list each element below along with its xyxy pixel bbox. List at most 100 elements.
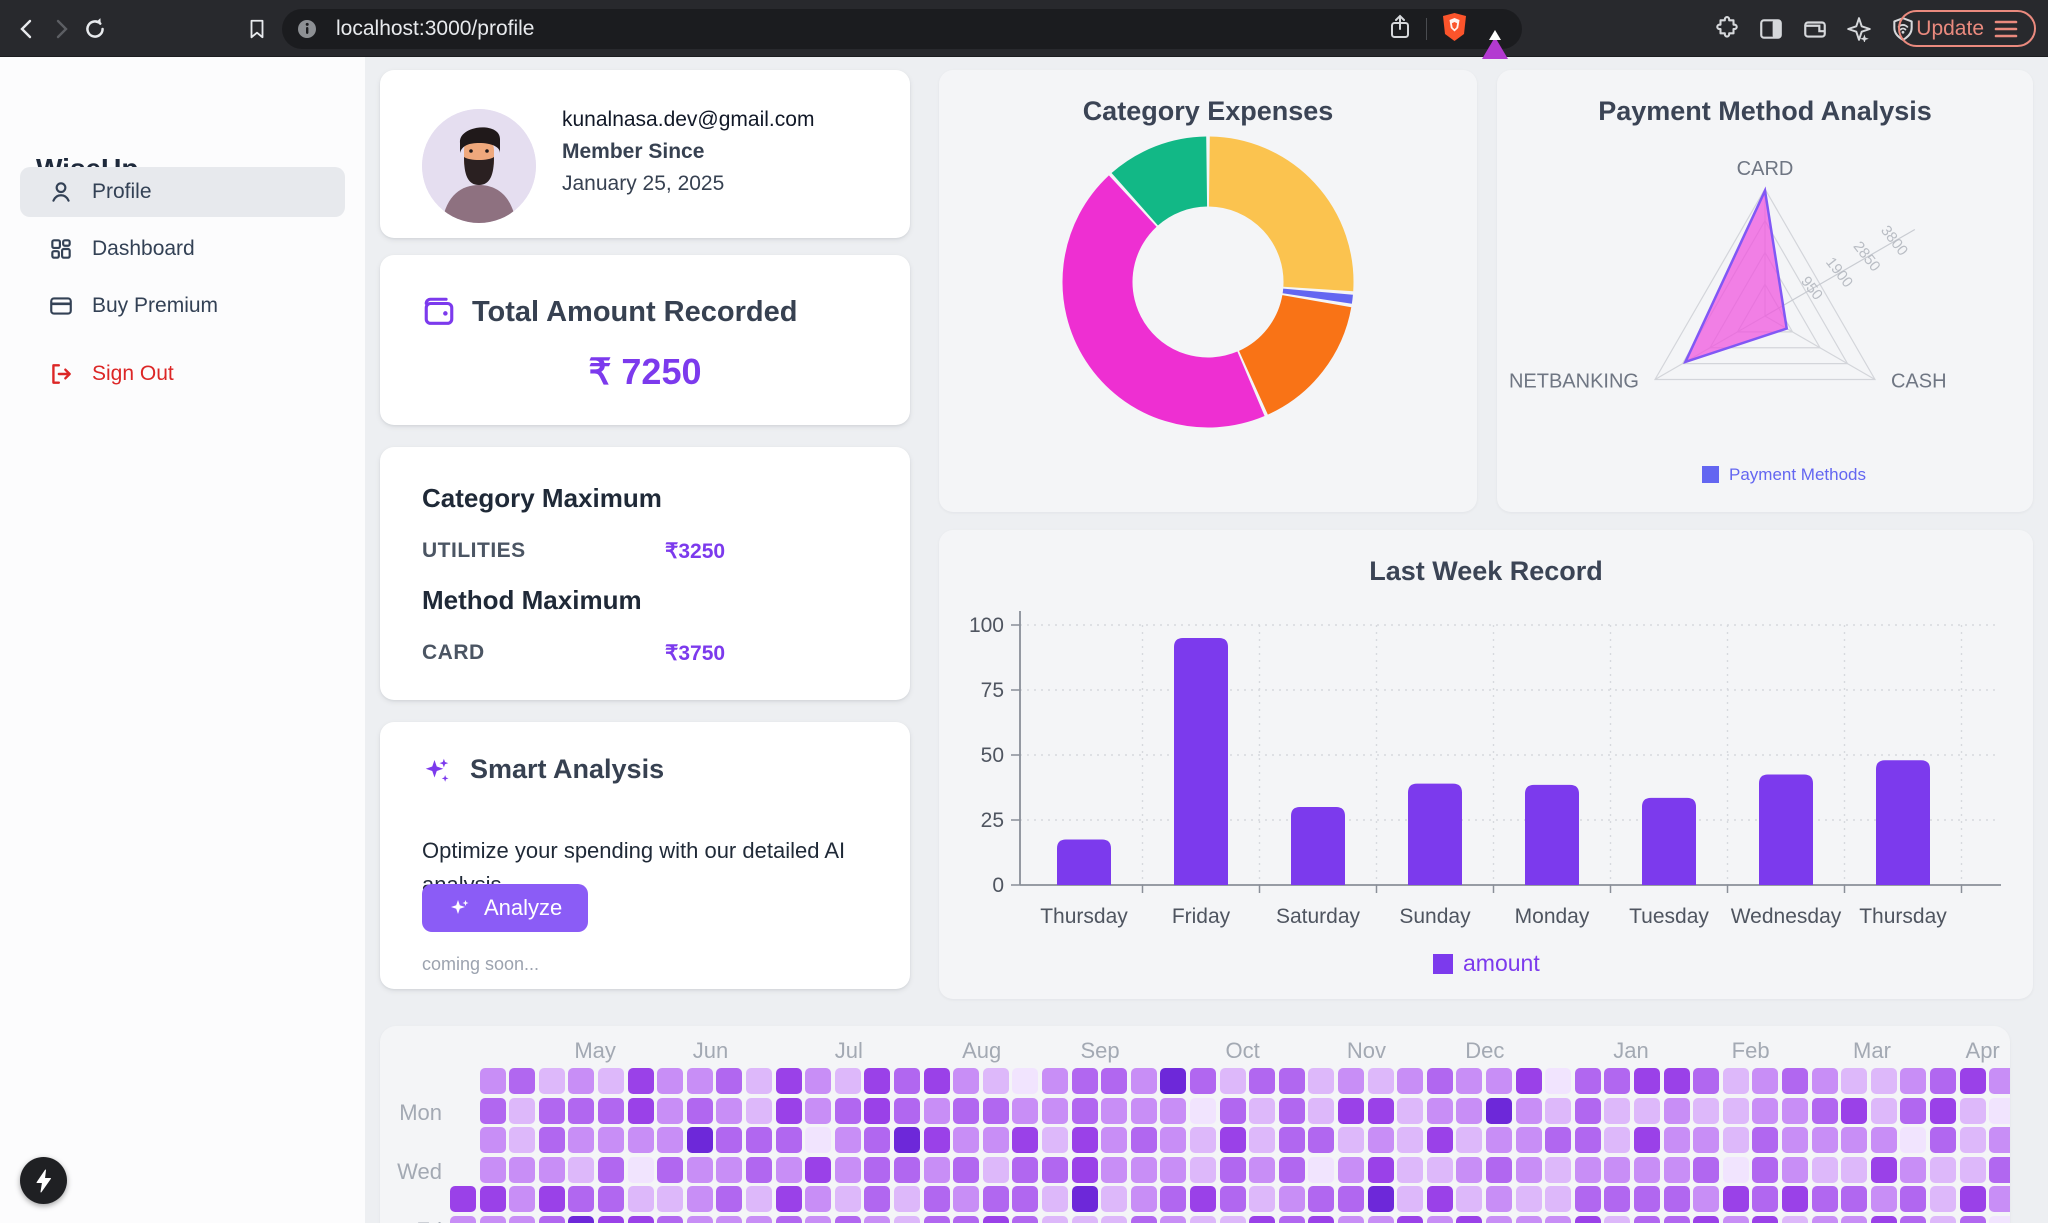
heatmap-cell[interactable] <box>1426 1186 1453 1213</box>
analyze-button[interactable]: Analyze <box>422 884 589 932</box>
heatmap-cell[interactable] <box>805 1068 832 1094</box>
heatmap-cell[interactable] <box>1634 1068 1660 1094</box>
heatmap-cell[interactable] <box>746 1186 772 1213</box>
heatmap-cell[interactable] <box>834 1156 861 1183</box>
heatmap-cell[interactable] <box>1930 1127 1956 1154</box>
heatmap-cell[interactable] <box>1456 1127 1483 1154</box>
heatmap-cell[interactable] <box>1663 1097 1690 1124</box>
heatmap-cell[interactable] <box>1426 1068 1453 1094</box>
heatmap-cell[interactable] <box>1841 1097 1868 1124</box>
heatmap-cell[interactable] <box>1308 1097 1335 1124</box>
heatmap-cell[interactable] <box>1515 1127 1542 1154</box>
heatmap-cell[interactable] <box>894 1216 920 1223</box>
heatmap-cell[interactable] <box>1160 1068 1187 1094</box>
back-button[interactable] <box>12 14 42 44</box>
heatmap-cell[interactable] <box>1574 1097 1601 1124</box>
heatmap-cell[interactable] <box>657 1216 684 1223</box>
heatmap-cell[interactable] <box>1130 1068 1157 1094</box>
sign-out-button[interactable]: Sign Out <box>20 349 345 399</box>
heatmap-cell[interactable] <box>1486 1156 1512 1183</box>
heatmap-cell[interactable] <box>1190 1156 1216 1183</box>
heatmap-cell[interactable] <box>953 1127 980 1154</box>
heatmap-cell[interactable] <box>568 1127 595 1154</box>
heatmap-cell[interactable] <box>1338 1156 1364 1183</box>
heatmap-cell[interactable] <box>1397 1097 1424 1124</box>
heatmap-cell[interactable] <box>1397 1127 1424 1154</box>
heatmap-cell[interactable] <box>1811 1156 1838 1183</box>
url-text[interactable]: localhost:3000/profile <box>336 17 535 40</box>
heatmap-cell[interactable] <box>1101 1127 1128 1154</box>
heatmap-cell[interactable] <box>834 1216 861 1223</box>
heatmap-cell[interactable] <box>1752 1068 1779 1094</box>
heatmap-cell[interactable] <box>598 1127 624 1154</box>
bookmark-icon[interactable] <box>242 14 272 44</box>
heatmap-cell[interactable] <box>864 1127 891 1154</box>
heatmap-cell[interactable] <box>1515 1216 1542 1223</box>
heatmap-cell[interactable] <box>864 1068 891 1094</box>
heatmap-cell[interactable] <box>538 1156 565 1183</box>
forward-button[interactable] <box>46 14 76 44</box>
heatmap-cell[interactable] <box>716 1186 743 1213</box>
heatmap-cell[interactable] <box>1841 1127 1868 1154</box>
heatmap-cell[interactable] <box>982 1068 1009 1094</box>
heatmap-cell[interactable] <box>538 1097 565 1124</box>
heatmap-cell[interactable] <box>1190 1097 1216 1124</box>
heatmap-cell[interactable] <box>1249 1156 1276 1183</box>
heatmap-cell[interactable] <box>479 1186 506 1213</box>
heatmap-cell[interactable] <box>1190 1068 1216 1094</box>
heatmap-cell[interactable] <box>1782 1186 1808 1213</box>
heatmap-cell[interactable] <box>1249 1068 1276 1094</box>
heatmap-cell[interactable] <box>1367 1156 1394 1183</box>
heatmap-cell[interactable] <box>1278 1097 1305 1124</box>
heatmap-cell[interactable] <box>716 1068 743 1094</box>
heatmap-cell[interactable] <box>1130 1216 1157 1223</box>
heatmap-cell[interactable] <box>1959 1097 1986 1124</box>
heatmap-cell[interactable] <box>1959 1068 1986 1094</box>
heatmap-cell[interactable] <box>1338 1068 1364 1094</box>
heatmap-cell[interactable] <box>627 1097 654 1124</box>
heatmap-cell[interactable] <box>1782 1127 1808 1154</box>
heatmap-cell[interactable] <box>1338 1216 1364 1223</box>
heatmap-cell[interactable] <box>538 1068 565 1094</box>
bar-legend[interactable]: amount <box>1433 950 1540 976</box>
heatmap-cell[interactable] <box>1219 1216 1246 1223</box>
heatmap-cell[interactable] <box>686 1216 713 1223</box>
heatmap-cell[interactable] <box>1397 1216 1424 1223</box>
heatmap-cell[interactable] <box>1752 1186 1779 1213</box>
heatmap-cell[interactable] <box>1190 1127 1216 1154</box>
heatmap-cell[interactable] <box>716 1127 743 1154</box>
heatmap-cell[interactable] <box>864 1156 891 1183</box>
heatmap-cell[interactable] <box>568 1156 595 1183</box>
heatmap-cell[interactable] <box>1042 1216 1068 1223</box>
heatmap-cell[interactable] <box>1486 1127 1512 1154</box>
heatmap-cell[interactable] <box>1930 1068 1956 1094</box>
heatmap-cell[interactable] <box>1841 1068 1868 1094</box>
heatmap-cell[interactable] <box>716 1216 743 1223</box>
heatmap-cell[interactable] <box>1604 1097 1631 1124</box>
heatmap-cell[interactable] <box>1811 1068 1838 1094</box>
heatmap-cell[interactable] <box>1012 1068 1039 1094</box>
heatmap-cell[interactable] <box>1722 1156 1749 1183</box>
sidebar-panel-icon[interactable] <box>1756 14 1786 44</box>
heatmap-cell[interactable] <box>1545 1068 1572 1094</box>
heatmap-cell[interactable] <box>1249 1186 1276 1213</box>
heatmap-cell[interactable] <box>479 1127 506 1154</box>
heatmap-cell[interactable] <box>627 1156 654 1183</box>
heatmap-cell[interactable] <box>1426 1156 1453 1183</box>
heatmap-cell[interactable] <box>1515 1097 1542 1124</box>
heatmap-cell[interactable] <box>1397 1068 1424 1094</box>
heatmap-cell[interactable] <box>1071 1097 1098 1124</box>
heatmap-cell[interactable] <box>1722 1097 1749 1124</box>
heatmap-cell[interactable] <box>1071 1156 1098 1183</box>
heatmap-cell[interactable] <box>1752 1127 1779 1154</box>
heatmap-cell[interactable] <box>982 1156 1009 1183</box>
heatmap-cell[interactable] <box>1693 1186 1720 1213</box>
heatmap-cell[interactable] <box>982 1097 1009 1124</box>
heatmap-cell[interactable] <box>1308 1216 1335 1223</box>
heatmap-cell[interactable] <box>775 1097 802 1124</box>
share-icon[interactable] <box>1388 14 1412 45</box>
heatmap-cell[interactable] <box>1722 1127 1749 1154</box>
heatmap-cell[interactable] <box>1042 1097 1068 1124</box>
heatmap-cell[interactable] <box>1486 1186 1512 1213</box>
heatmap-cell[interactable] <box>657 1186 684 1213</box>
